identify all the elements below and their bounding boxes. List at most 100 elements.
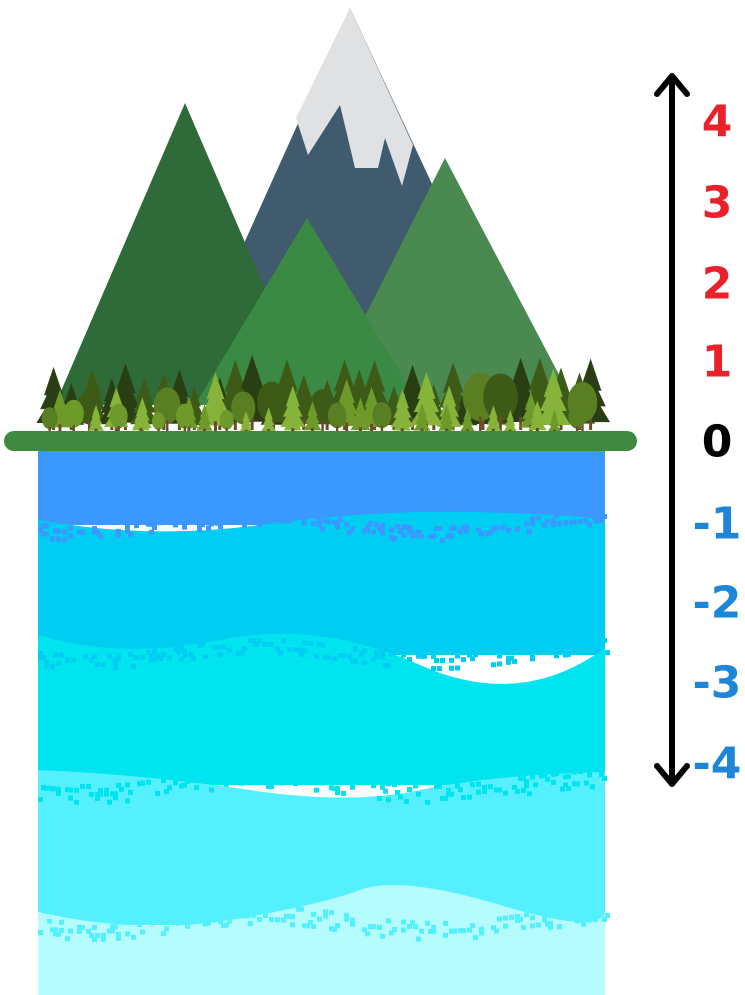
water-pixel bbox=[455, 653, 460, 659]
water-pixel bbox=[185, 778, 190, 784]
water-pixel bbox=[239, 909, 244, 915]
water-pixel bbox=[473, 652, 478, 658]
water-pixel bbox=[152, 524, 157, 530]
water-pixel bbox=[362, 648, 367, 654]
water-pixel bbox=[260, 510, 265, 516]
water-pixel bbox=[47, 918, 52, 924]
water-pixel bbox=[320, 526, 325, 532]
water-pixel bbox=[128, 651, 133, 657]
water-pixel bbox=[344, 912, 349, 918]
water-pixel bbox=[524, 779, 529, 785]
water-pixel bbox=[437, 525, 442, 531]
water-pixel bbox=[491, 526, 496, 532]
water-pixel bbox=[359, 777, 364, 783]
water-pixel bbox=[257, 522, 262, 528]
water-pixel bbox=[149, 529, 154, 535]
water-pixel bbox=[158, 915, 163, 921]
water-pixel bbox=[53, 652, 58, 658]
water-pixel bbox=[383, 788, 388, 794]
water-pixel bbox=[197, 522, 202, 528]
water-pixel bbox=[44, 663, 49, 669]
water-pixel bbox=[116, 528, 121, 534]
round-tree bbox=[568, 404, 586, 434]
water-pixel bbox=[287, 518, 292, 524]
water-pixel bbox=[491, 662, 496, 668]
water-pixel bbox=[125, 931, 130, 937]
water-pixel bbox=[215, 520, 220, 526]
round-tree bbox=[41, 407, 58, 434]
water-pixel bbox=[233, 777, 238, 783]
water-pixel bbox=[380, 526, 385, 532]
water-pixel bbox=[95, 529, 100, 535]
water-pixel bbox=[458, 787, 463, 793]
water-pixel bbox=[350, 784, 355, 790]
water-pixel bbox=[449, 791, 454, 797]
water-pixel bbox=[320, 514, 325, 520]
water-pixel bbox=[158, 656, 163, 662]
water-pixel bbox=[236, 650, 241, 656]
water-pixel bbox=[431, 533, 436, 539]
water-pixel bbox=[368, 924, 373, 930]
water-pixel bbox=[68, 795, 73, 801]
round-tree bbox=[372, 401, 392, 434]
water-pixel bbox=[38, 651, 43, 657]
water-pixel bbox=[344, 779, 349, 785]
water-pixel bbox=[524, 912, 529, 918]
water-pixel bbox=[278, 650, 283, 656]
water-pixel bbox=[374, 521, 379, 527]
water-pixel bbox=[50, 927, 55, 933]
water-pixel bbox=[509, 914, 514, 920]
water-pixel bbox=[416, 936, 421, 942]
water-pixel bbox=[275, 917, 280, 923]
water-pixel bbox=[521, 788, 526, 794]
water-pixel bbox=[182, 524, 187, 530]
water-pixel bbox=[440, 537, 445, 543]
water-pixel bbox=[536, 922, 541, 928]
water-pixel bbox=[443, 932, 448, 938]
water-pixel bbox=[92, 653, 97, 659]
water-pixel bbox=[353, 776, 358, 782]
water-pixel bbox=[572, 781, 577, 787]
water-pixel bbox=[389, 527, 394, 533]
round-tree bbox=[109, 403, 128, 434]
water-pixel bbox=[602, 917, 607, 923]
water-pixel bbox=[572, 639, 577, 645]
water-pixel bbox=[281, 518, 286, 524]
water-pixel bbox=[278, 510, 283, 516]
water-pixel bbox=[563, 782, 568, 788]
scale-label: 3 bbox=[702, 178, 733, 229]
water-pixel bbox=[554, 513, 559, 519]
water-pixel bbox=[380, 650, 385, 656]
water-pixel bbox=[134, 523, 139, 529]
water-pixel bbox=[422, 653, 427, 659]
water-pixel bbox=[284, 514, 289, 520]
water-pixel bbox=[275, 646, 280, 652]
water-pixel bbox=[257, 917, 262, 923]
water-pixel bbox=[335, 520, 340, 526]
water-pixel bbox=[365, 528, 370, 534]
round-tree bbox=[63, 399, 84, 434]
water-pixel bbox=[452, 525, 457, 531]
water-pixel bbox=[380, 530, 385, 536]
water-pixel bbox=[434, 783, 439, 789]
water-pixel bbox=[542, 522, 547, 528]
water-band-1 bbox=[38, 445, 605, 525]
pine-tree bbox=[196, 403, 213, 434]
water-pixel bbox=[152, 648, 157, 654]
water-pixel bbox=[200, 642, 205, 648]
water-band-3 bbox=[38, 633, 605, 785]
water-pixel bbox=[443, 795, 448, 801]
water-pixel bbox=[92, 924, 97, 930]
water-pixel bbox=[512, 658, 517, 664]
water-pixel bbox=[215, 907, 220, 913]
water-pixel bbox=[116, 652, 121, 658]
water-pixel bbox=[206, 525, 211, 531]
water-pixel bbox=[80, 783, 85, 789]
water-pixel bbox=[506, 527, 511, 533]
water-pixel bbox=[497, 661, 502, 667]
water-pixel bbox=[257, 638, 262, 644]
water-pixel bbox=[167, 785, 172, 791]
water-pixel bbox=[239, 514, 244, 520]
water-pixel bbox=[251, 638, 256, 644]
water-pixel bbox=[488, 784, 493, 790]
